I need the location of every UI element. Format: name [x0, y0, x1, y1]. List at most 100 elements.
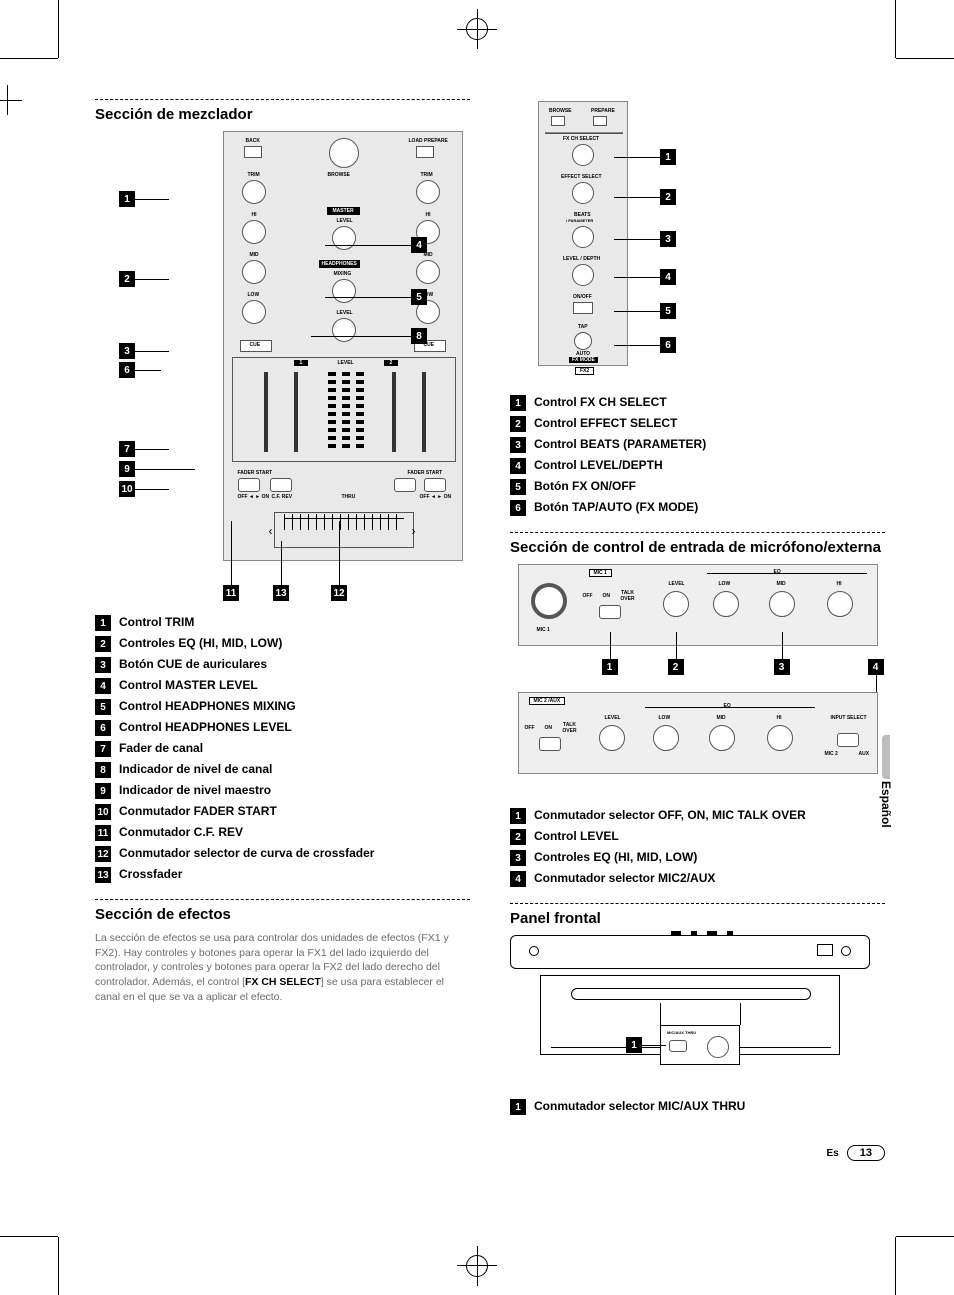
legend-item: 4Control LEVEL/DEPTH [510, 458, 885, 474]
screw-icon [529, 946, 539, 956]
crop-mark [896, 58, 954, 59]
label-hi1: HI [837, 581, 842, 587]
fader-start-switch-r [424, 478, 446, 492]
load-prepare-button [416, 146, 434, 158]
trim-knob-l [242, 180, 266, 204]
callout-4: 4 [411, 237, 427, 253]
label-tap: TAP [578, 324, 588, 330]
body-bold: FX CH SELECT [245, 976, 321, 988]
label-mic2: MIC 2 [825, 751, 838, 757]
prepare-button [593, 116, 607, 126]
label-onoff: ON/OFF [573, 294, 592, 300]
browse-encoder [329, 138, 359, 168]
divider [545, 132, 623, 134]
label-back: BACK [246, 138, 260, 144]
fx-section-title: Sección de efectos [95, 906, 470, 923]
callout-line [614, 197, 660, 198]
label-off: OFF [583, 593, 593, 599]
callout-3: 3 [119, 343, 135, 359]
headphones-mixing-knob [332, 279, 356, 303]
label-talkover: TALK OVER [617, 590, 639, 602]
callout-line [614, 277, 660, 278]
chevron-right-icon: › [412, 524, 416, 538]
callout-3: 3 [660, 231, 676, 247]
front-zoom-detail: MIC/AUX THRU [660, 1025, 740, 1065]
mid-knob-r [416, 260, 440, 284]
legend-label: Crossfader [119, 867, 182, 881]
legend-item: 1Conmutador selector OFF, ON, MIC TALK O… [510, 808, 885, 824]
callout-12: 12 [331, 585, 347, 601]
callout-line [135, 279, 169, 280]
channel-fader-r2 [422, 372, 426, 452]
label-low1: LOW [719, 581, 731, 587]
channel-fader-l2 [294, 372, 298, 452]
right-column: BROWSE PREPARE FX CH SELECT EFFECT SELEC… [510, 95, 885, 1131]
label-eq2: EQ [724, 703, 731, 709]
label-trim-r: TRIM [421, 172, 433, 178]
label-fader-start-l: FADER START [238, 470, 273, 476]
level-depth-knob [572, 264, 594, 286]
callout-line [325, 245, 411, 246]
legend-item: 3Control BEATS (PARAMETER) [510, 437, 885, 453]
callout-6: 6 [660, 337, 676, 353]
headphones-level-knob [332, 318, 356, 342]
cf-rev-switch [270, 478, 292, 492]
callout-2: 2 [668, 659, 684, 675]
legend-label: Fader de canal [119, 741, 203, 755]
label-inputselect: INPUT SELECT [829, 715, 869, 721]
legend-label: Conmutador C.F. REV [119, 825, 243, 839]
callout-4: 4 [868, 659, 884, 675]
legend-label: Control FX CH SELECT [534, 395, 667, 409]
label-aux: AUX [859, 751, 870, 757]
crop-mark [895, 1237, 896, 1295]
label-mid1: MID [777, 581, 786, 587]
legend-label: Control TRIM [119, 615, 194, 629]
callout-11: 11 [223, 585, 239, 601]
label-fader-start-r: FADER START [408, 470, 443, 476]
chevron-left-icon: ‹ [269, 524, 273, 538]
legend-item: 6Control HEADPHONES LEVEL [95, 720, 470, 736]
legend-item: 8Indicador de nivel de canal [95, 762, 470, 778]
callout-line [642, 1045, 666, 1046]
legend-label: Controles EQ (HI, MID, LOW) [534, 850, 697, 864]
label-hp-level: LEVEL [337, 310, 353, 316]
callout-line [614, 311, 660, 312]
left-column: Sección de mezclador BACK LOAD PREPARE T… [95, 95, 470, 1131]
label-cfrev: C.F. REV [272, 494, 293, 500]
trim-knob-r [416, 180, 440, 204]
label-leveldepth: LEVEL / DEPTH [563, 256, 600, 262]
callout-line [231, 521, 232, 585]
front-legend: 1Conmutador selector MIC/AUX THRU [510, 1099, 885, 1115]
label-fxmode: FX MODE [569, 357, 598, 363]
legend-item: 1Control FX CH SELECT [510, 395, 885, 411]
callout-8: 8 [411, 328, 427, 344]
callout-5: 5 [660, 303, 676, 319]
legend-label: Control MASTER LEVEL [119, 678, 258, 692]
bump-icon [727, 931, 733, 936]
callout-1: 1 [602, 659, 618, 675]
section-divider [95, 99, 470, 100]
legend-item: 10Conmutador FADER START [95, 804, 470, 820]
mic1-mid-knob [769, 591, 795, 617]
mic2-mid-knob [709, 725, 735, 751]
crop-mark [58, 1237, 59, 1295]
label-browse: BROWSE [549, 108, 572, 114]
zoom-line [660, 1003, 661, 1025]
label-master: MASTER [327, 207, 360, 215]
mic1-hi-knob [827, 591, 853, 617]
callout-3: 3 [774, 659, 790, 675]
mic2-low-knob [653, 725, 679, 751]
mic2-hi-knob [767, 725, 793, 751]
callout-6: 6 [119, 362, 135, 378]
legend-label: Control EFFECT SELECT [534, 416, 677, 430]
mic-panel: MIC 1 MIC 1 OFF ON TALK OVER LEVEL EQ LO… [518, 564, 878, 774]
callout-2: 2 [660, 189, 676, 205]
legend-label: Conmutador selector MIC/AUX THRU [534, 1099, 745, 1113]
legend-item: 6Botón TAP/AUTO (FX MODE) [510, 500, 885, 516]
bump-icon [707, 931, 717, 936]
legend-item: 4Control MASTER LEVEL [95, 678, 470, 694]
mixer-panel: BACK LOAD PREPARE TRIM BROWSE TRIM MASTE… [223, 131, 463, 561]
legend-item: 12Conmutador selector de curva de crossf… [95, 846, 470, 862]
mic1-subpanel: MIC 1 MIC 1 OFF ON TALK OVER LEVEL EQ LO… [518, 564, 878, 646]
callout-1: 1 [119, 191, 135, 207]
